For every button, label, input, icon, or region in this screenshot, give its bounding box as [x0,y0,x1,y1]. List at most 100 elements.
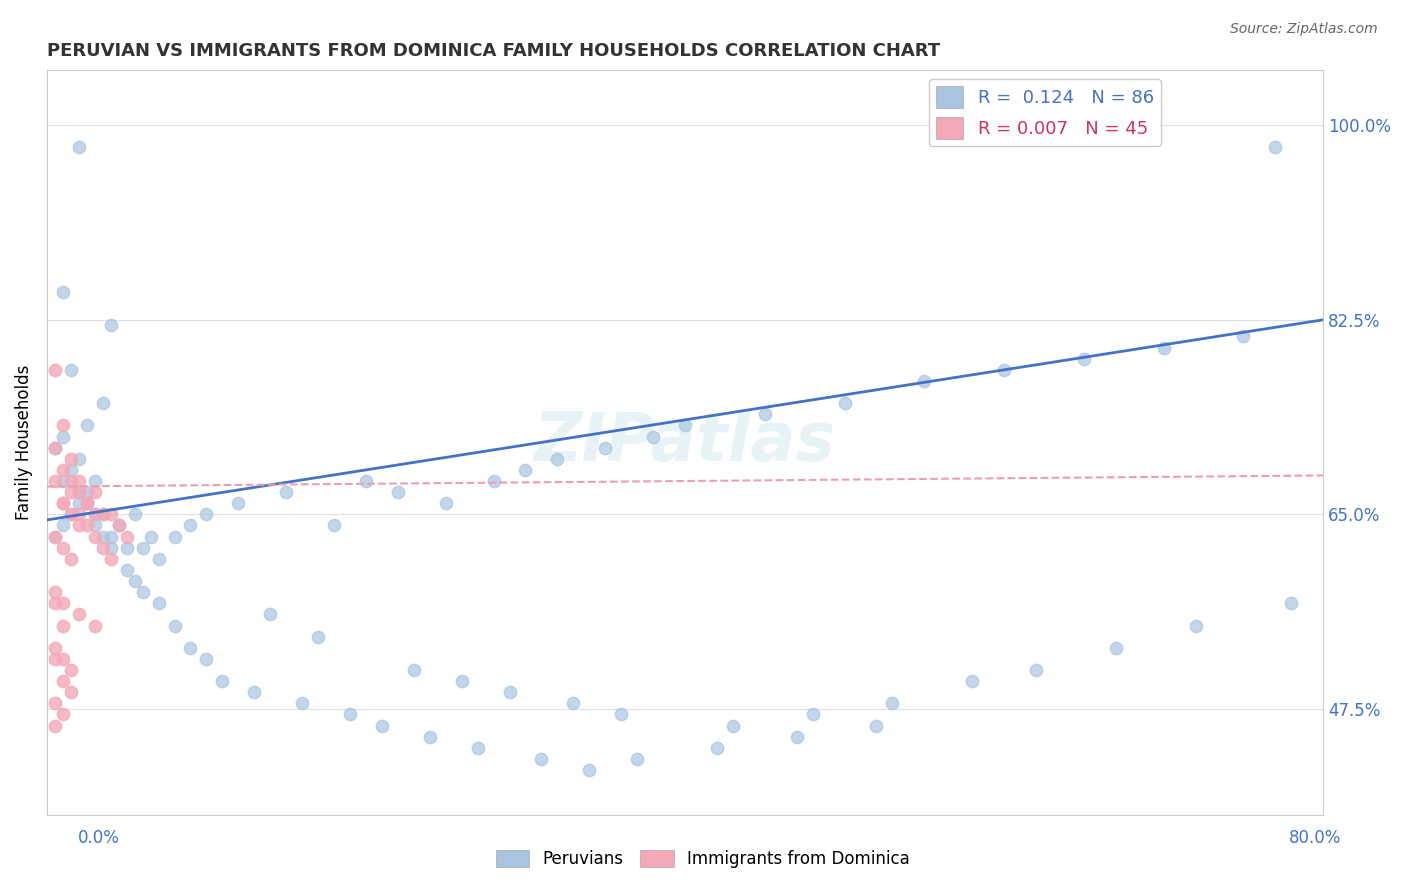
Point [44,474,66,488]
Point [100,318,122,333]
Point [107,518,129,533]
Point [307,630,329,644]
Point [83,518,105,533]
Point [865,718,887,732]
Point [52,652,75,666]
Legend: Peruvians, Immigrants from Dominica: Peruvians, Immigrants from Dominica [489,843,917,875]
Point [1073,351,1095,366]
Point [354,474,377,488]
Point [52,496,75,510]
Point [163,530,186,544]
Point [52,674,75,689]
Point [59,508,82,522]
Point [643,429,665,443]
Point [67,485,90,500]
Point [276,485,298,500]
Point [44,585,66,599]
Point [100,552,122,566]
Point [131,585,153,599]
Point [673,418,696,433]
Point [83,485,105,500]
Point [195,508,218,522]
Point [610,707,633,722]
Point [52,596,75,610]
Point [44,530,66,544]
Point [52,429,75,443]
Point [100,530,122,544]
Point [467,740,489,755]
Point [59,685,82,699]
Point [44,640,66,655]
Point [67,451,90,466]
Point [44,596,66,610]
Point [786,730,808,744]
Point [59,663,82,677]
Point [515,463,537,477]
Point [52,707,75,722]
Point [91,530,114,544]
Point [52,463,75,477]
Point [434,496,457,510]
Point [76,418,98,433]
Point [960,674,983,689]
Point [1153,341,1175,355]
Point [546,451,568,466]
Point [76,496,98,510]
Point [1105,640,1128,655]
Point [706,740,728,755]
Point [139,530,162,544]
Point [124,574,146,588]
Y-axis label: Family Households: Family Households [15,365,32,520]
Point [228,496,250,510]
Point [243,685,266,699]
Legend: R =  0.124   N = 86, R = 0.007   N = 45: R = 0.124 N = 86, R = 0.007 N = 45 [929,78,1161,146]
Point [67,140,90,154]
Point [1344,574,1367,588]
Point [83,474,105,488]
Point [100,508,122,522]
Point [1279,596,1302,610]
Point [44,697,66,711]
Point [148,552,170,566]
Point [482,474,505,488]
Point [148,596,170,610]
Point [339,707,361,722]
Point [387,485,409,500]
Point [419,730,441,744]
Point [76,496,98,510]
Point [91,508,114,522]
Point [530,752,553,766]
Point [1392,552,1406,566]
Point [371,718,394,732]
Point [115,563,138,577]
Point [52,618,75,632]
Text: PERUVIAN VS IMMIGRANTS FROM DOMINICA FAMILY HOUSEHOLDS CORRELATION CHART: PERUVIAN VS IMMIGRANTS FROM DOMINICA FAM… [46,42,941,60]
Point [100,541,122,555]
Point [59,508,82,522]
Point [52,541,75,555]
Point [67,518,90,533]
Text: 0.0%: 0.0% [77,829,120,847]
Point [59,474,82,488]
Point [179,640,201,655]
Point [450,674,472,689]
Point [578,763,600,777]
Point [131,541,153,555]
Point [67,508,90,522]
Point [76,496,98,510]
Point [107,518,129,533]
Point [562,697,585,711]
Point [44,718,66,732]
Point [498,685,520,699]
Point [59,485,82,500]
Point [115,530,138,544]
Point [83,508,105,522]
Point [801,707,824,722]
Point [91,541,114,555]
Point [626,752,648,766]
Point [1232,329,1254,343]
Point [83,530,105,544]
Point [83,618,105,632]
Point [179,518,201,533]
Point [1264,140,1286,154]
